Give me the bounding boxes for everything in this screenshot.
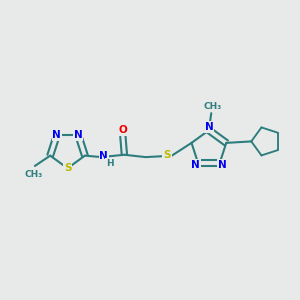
Text: S: S bbox=[163, 150, 171, 160]
Text: N: N bbox=[191, 160, 200, 170]
Text: N: N bbox=[74, 130, 83, 140]
Text: N: N bbox=[218, 160, 226, 170]
Text: CH₃: CH₃ bbox=[24, 170, 43, 179]
Text: S: S bbox=[64, 163, 71, 173]
Text: CH₃: CH₃ bbox=[203, 102, 221, 111]
Text: O: O bbox=[118, 125, 127, 135]
Text: N: N bbox=[205, 122, 213, 132]
Text: N: N bbox=[52, 130, 61, 140]
Text: N: N bbox=[99, 151, 108, 161]
Text: H: H bbox=[106, 159, 113, 168]
